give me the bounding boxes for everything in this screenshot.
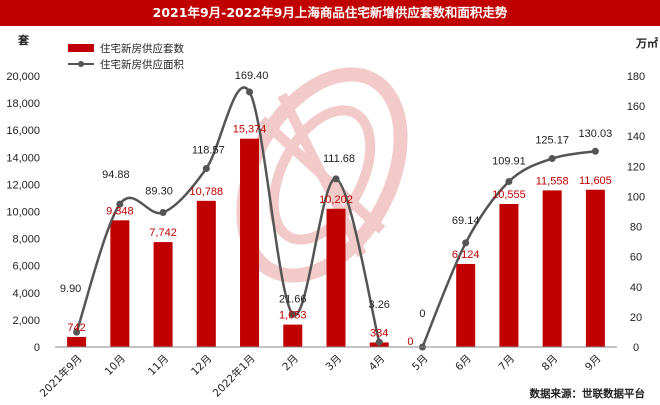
left-axis-tick: 0 xyxy=(34,342,40,354)
line-value-label: 125.17 xyxy=(535,135,569,147)
watermark-stroke xyxy=(277,92,367,258)
bar xyxy=(196,200,216,347)
x-axis-tick: 10月 xyxy=(103,353,128,378)
line-value-label: 111.68 xyxy=(323,153,355,165)
left-axis-tick: 16,000 xyxy=(6,125,40,137)
line-value-label: 21.66 xyxy=(279,293,307,305)
bar-value-label: 334 xyxy=(370,327,388,339)
legend: 住宅新房供应套数 住宅新房供应面积 xyxy=(68,42,184,71)
line-value-label: 3.26 xyxy=(369,299,390,311)
left-axis-tick: 14,000 xyxy=(6,152,40,164)
bar-value-label: 0 xyxy=(407,336,413,348)
right-axis-tick: 20 xyxy=(630,312,642,324)
right-axis-tick: 120 xyxy=(627,161,645,173)
line-point xyxy=(202,164,210,172)
right-axis-tick: 80 xyxy=(630,222,642,234)
bar xyxy=(240,138,260,347)
line-point xyxy=(246,88,254,96)
x-axis-tick: 2021年9月 xyxy=(37,352,85,400)
right-axis-unit: 万㎡ xyxy=(635,36,658,50)
x-axis-tick: 11月 xyxy=(146,353,171,378)
legend-bar-swatch xyxy=(68,44,94,52)
left-axis-tick: 2,000 xyxy=(12,315,40,327)
line-point xyxy=(591,147,599,155)
x-axis-tick: 9月 xyxy=(583,353,604,374)
bar xyxy=(153,242,173,347)
line-value-label: 169.40 xyxy=(235,70,269,82)
line-point xyxy=(116,200,124,208)
bar xyxy=(542,190,562,347)
bar-value-label: 10,555 xyxy=(492,189,526,201)
left-axis-tick: 20,000 xyxy=(6,71,40,83)
line-value-label: 89.30 xyxy=(145,186,173,198)
bar xyxy=(585,189,605,347)
x-axis-tick: 6月 xyxy=(453,353,474,374)
bar-value-label: 9,348 xyxy=(106,205,134,217)
bar xyxy=(110,220,130,347)
line-point xyxy=(375,338,383,346)
bar xyxy=(326,208,346,347)
bar xyxy=(67,336,87,347)
line-point xyxy=(462,239,470,247)
legend-bar-label: 住宅新房供应套数 xyxy=(100,42,184,55)
bar-value-label: 6,124 xyxy=(452,249,480,261)
left-axis-tick: 12,000 xyxy=(6,179,40,191)
line-value-label: 9.90 xyxy=(60,283,81,295)
right-axis-tick: 0 xyxy=(633,342,639,354)
x-axis-tick: 5月 xyxy=(410,353,431,374)
left-axis-tick: 8,000 xyxy=(12,234,40,246)
legend-line-marker xyxy=(78,61,84,67)
chart-title: 2021年9月-2022年9月上海商品住宅新增供应套数和面积走势 xyxy=(0,0,660,26)
line-value-label: 118.57 xyxy=(192,144,225,156)
bar xyxy=(456,264,476,347)
legend-line-label: 住宅新房供应面积 xyxy=(100,58,184,71)
left-axis-tick: 18,000 xyxy=(6,98,40,110)
right-axis-tick: 160 xyxy=(627,101,645,113)
x-axis-tick: 8月 xyxy=(540,353,561,374)
x-axis-tick: 7月 xyxy=(496,353,517,374)
right-axis-tick: 60 xyxy=(630,252,642,264)
line-point xyxy=(505,178,513,186)
left-axis-tick: 4,000 xyxy=(12,288,40,300)
line-point xyxy=(548,155,556,163)
right-axis-tick: 140 xyxy=(627,131,645,143)
bar-value-label: 10,788 xyxy=(189,186,223,198)
watermark-ring-inner xyxy=(268,105,376,245)
x-axis-tick: 12月 xyxy=(189,353,214,378)
line-point xyxy=(73,328,81,336)
bar-value-label: 10,202 xyxy=(319,194,353,206)
source-note: 数据来源：世联数据平台 xyxy=(529,387,646,400)
line-point xyxy=(289,310,297,318)
x-axis-tick: 3月 xyxy=(323,353,344,374)
bar xyxy=(283,324,303,347)
x-axis-tick: 4月 xyxy=(367,353,388,374)
line-point xyxy=(159,209,167,217)
left-axis-unit: 套 xyxy=(18,33,30,47)
bar-value-label: 11,558 xyxy=(536,175,569,187)
bar-value-label: 15,374 xyxy=(233,124,267,136)
bar-value-label: 7,742 xyxy=(149,227,177,239)
series-line xyxy=(421,149,596,348)
line-point xyxy=(332,175,340,183)
bar xyxy=(499,203,519,347)
bar-value-label: 1,653 xyxy=(279,310,307,322)
bar-value-label: 742 xyxy=(67,322,85,334)
x-axis-tick: 2月 xyxy=(280,353,301,374)
x-axis-tick: 2022年1月 xyxy=(210,352,258,400)
left-axis-tick: 6,000 xyxy=(12,261,40,273)
right-axis-tick: 180 xyxy=(627,71,645,83)
right-axis-tick: 100 xyxy=(627,191,645,203)
left-axis-tick: 10,000 xyxy=(6,207,40,219)
line-value-label: 130.03 xyxy=(579,128,613,140)
line-value-label: 94.88 xyxy=(102,169,130,181)
right-axis-tick: 40 xyxy=(630,282,642,294)
line-value-label: 109.91 xyxy=(492,156,526,168)
line-value-label: 69.14 xyxy=(452,215,480,227)
line-value-label: 0 xyxy=(419,308,425,320)
bar-value-label: 11,605 xyxy=(579,175,612,187)
